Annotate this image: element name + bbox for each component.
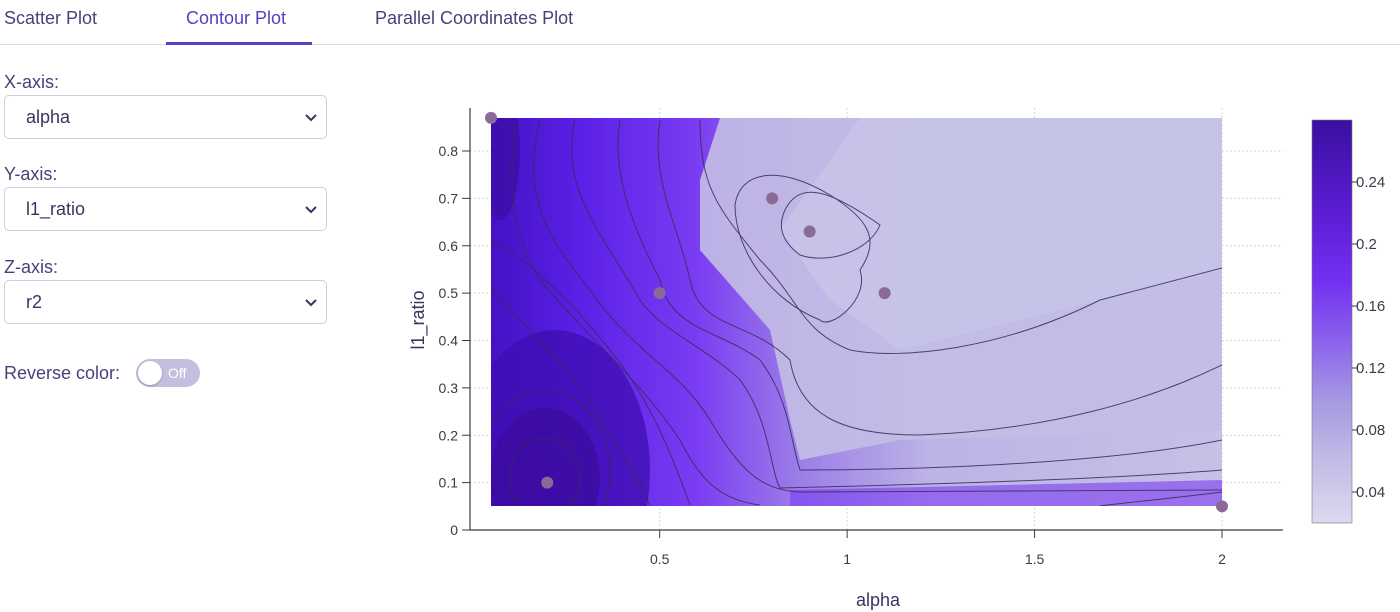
y-tick-label: 0 <box>450 522 458 538</box>
tab-parallel-coordinates-plot[interactable]: Parallel Coordinates Plot <box>375 8 574 28</box>
tab-contour-plot[interactable]: Contour Plot <box>186 8 287 28</box>
toggle-state-text: Off <box>168 365 187 381</box>
x-tick-label: 1.5 <box>1025 551 1045 567</box>
trial-point[interactable] <box>803 225 816 238</box>
trial-point[interactable] <box>485 111 497 124</box>
colorbar-tick-label: 0.24 <box>1356 174 1385 191</box>
y-tick-label: 0.2 <box>439 427 459 443</box>
reverse-color-label: Reverse color: <box>4 363 121 383</box>
trial-point[interactable] <box>1216 500 1228 513</box>
trial-point[interactable] <box>766 192 779 205</box>
y-tick-label: 0.1 <box>439 475 459 491</box>
y-tick-label: 0.3 <box>439 380 459 396</box>
x-axis-value: alpha <box>26 107 71 127</box>
x-axis-select[interactable]: alpha <box>4 95 327 139</box>
chevron-down-icon <box>301 281 321 323</box>
x-axis-label: X-axis: <box>4 72 60 92</box>
contour-field <box>491 118 1222 506</box>
y-axis-title: l1_ratio <box>408 290 429 349</box>
z-axis-value: r2 <box>26 292 43 312</box>
trial-point[interactable] <box>878 287 891 300</box>
y-tick-label: 0.6 <box>439 238 459 254</box>
chevron-down-icon <box>301 188 321 230</box>
trial-point[interactable] <box>541 476 554 489</box>
z-axis-select[interactable]: r2 <box>4 280 327 324</box>
colorbar-tick-label: 0.2 <box>1356 236 1377 253</box>
colorbar-tick-label: 0.16 <box>1356 298 1385 315</box>
x-tick-label: 0.5 <box>650 551 670 567</box>
colorbar-tick-label: 0.08 <box>1356 422 1385 439</box>
trial-point[interactable] <box>653 287 666 300</box>
y-tick-label: 0.5 <box>439 285 459 301</box>
x-tick-label: 2 <box>1218 551 1226 567</box>
chevron-down-icon <box>301 96 321 138</box>
x-axis-title: alpha <box>856 590 901 610</box>
y-tick-label: 0.4 <box>439 333 459 349</box>
y-axis-label: Y-axis: <box>4 164 58 184</box>
colorbar-tick-label: 0.12 <box>1356 360 1385 377</box>
y-tick-label: 0.8 <box>439 143 459 159</box>
x-tick-label: 1 <box>843 551 851 567</box>
tab-bar: Scatter Plot Contour Plot Parallel Coord… <box>0 0 1400 45</box>
colorbar-tick-label: 0.04 <box>1356 484 1385 501</box>
y-axis-value: l1_ratio <box>26 199 86 219</box>
toggle-knob <box>138 361 162 385</box>
y-tick-label: 0.7 <box>439 190 459 206</box>
z-axis-label: Z-axis: <box>4 257 58 277</box>
active-tab-indicator <box>166 42 312 45</box>
tab-scatter-plot[interactable]: Scatter Plot <box>4 8 98 28</box>
y-axis-select[interactable]: l1_ratio <box>4 187 327 231</box>
reverse-color-toggle[interactable]: Off <box>136 359 200 387</box>
colorbar <box>1311 119 1353 524</box>
